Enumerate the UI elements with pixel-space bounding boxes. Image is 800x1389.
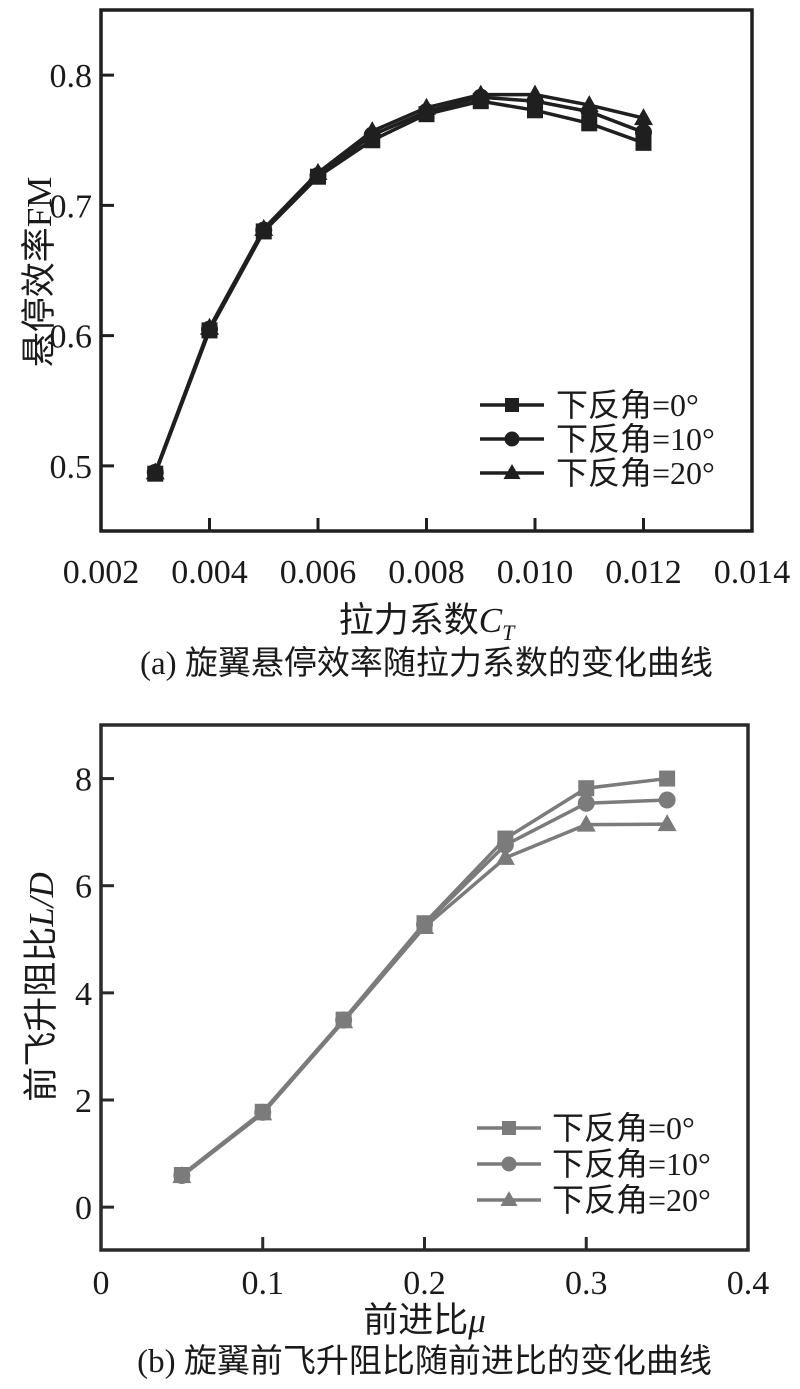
x-tick-label: 0.2 (403, 1265, 446, 1302)
legend-label: 下反角=20° (552, 1182, 711, 1218)
y-axis-title-b-symbol: L/D (22, 872, 61, 927)
data-point-square (659, 770, 676, 787)
data-point-circle (577, 794, 595, 812)
data-point-circle (496, 836, 514, 854)
caption-a: (a) 旋翼悬停效率随拉力系数的变化曲线 (140, 646, 713, 682)
data-point-triangle (634, 108, 653, 126)
x-tick-label: 0.006 (280, 554, 357, 591)
x-axis-a: 0.002 0.004 0.006 0.008 0.010 0.012 0.014 (63, 518, 791, 591)
legend-circle-marker (501, 1156, 517, 1172)
data-point-triangle (471, 84, 491, 102)
x-axis-title-a-text: 拉力系数 (338, 601, 479, 640)
y-tick-label: 0.6 (50, 319, 93, 356)
y-axis-a: 0.5 0.6 0.7 0.8 (50, 58, 114, 486)
data-point-square (581, 115, 598, 132)
x-tick-label: 0.004 (171, 554, 248, 591)
y-tick-label: 0 (75, 1190, 92, 1227)
y-tick-label: 0.7 (50, 188, 93, 225)
x-axis-title-b-symbol: μ (468, 1301, 486, 1340)
data-point-triangle (308, 162, 328, 180)
series-b-2 (172, 814, 677, 1184)
series-line-2 (153, 92, 644, 474)
caption-b: (b) 旋翼前飞升阻比随前进比的变化曲线 (137, 1344, 712, 1380)
x-tick-label: 0.1 (242, 1265, 285, 1302)
y-axis-title-a: 悬停效率FM (16, 12, 64, 532)
y-tick-label: 6 (75, 869, 92, 906)
x-tick-label: 0 (93, 1265, 110, 1302)
x-axis-title-a: 拉力系数CT (101, 592, 752, 645)
x-tick-label: 0.008 (388, 554, 465, 591)
x-tick-label: 0.3 (565, 1265, 608, 1302)
y-tick-label: 0.5 (50, 449, 93, 486)
data-point-triangle (579, 95, 599, 113)
y-axis-title-b-text: 前飞升阻比 (22, 926, 61, 1102)
legend-a: 下反角=0°下反角=10°下反角=20° (480, 387, 715, 491)
legend-square-marker (505, 398, 519, 412)
legend-label: 下反角=0° (552, 1110, 695, 1146)
series-a-2 (145, 84, 653, 480)
legend-triangle-marker (500, 1191, 518, 1206)
data-point-circle (658, 791, 676, 809)
data-point-triangle (576, 814, 596, 832)
x-tick-label: 0.002 (63, 554, 140, 591)
x-axis-title-a-subscript: T (502, 620, 515, 645)
hover-efficiency-chart: 0.002 0.004 0.006 0.008 0.010 0.012 0.0140.50.… (50, 8, 791, 591)
x-axis-title-a-symbol: C (478, 601, 503, 640)
y-axis-title-b: 前飞升阻比L/D (18, 727, 66, 1247)
legend-b: 下反角=0°下反角=10°下反角=20° (477, 1110, 711, 1218)
y-axis-b: 0 2 4 6 8 (75, 762, 114, 1227)
x-tick-label: 0.010 (497, 554, 574, 591)
x-tick-label: 0.4 (727, 1265, 770, 1302)
data-point-triangle (495, 847, 515, 865)
legend-label: 下反角=10° (556, 421, 715, 457)
lift-drag-ratio-chart: 0 0.1 0.2 0.3 0.4 0 2 4 6 8 下反角=0°下反角=10°下反角=20° (75, 723, 770, 1302)
data-point-triangle (525, 84, 545, 102)
x-axis-title-b-text: 前进比 (363, 1301, 469, 1340)
data-point-triangle (334, 1011, 354, 1029)
x-tick-label: 0.012 (605, 554, 682, 591)
y-tick-label: 0.8 (50, 58, 93, 95)
legend-square-marker (502, 1121, 516, 1135)
x-axis-b: 0 0.1 0.2 0.3 0.4 (93, 1237, 770, 1302)
data-point-triangle (362, 121, 382, 139)
y-tick-label: 4 (75, 976, 92, 1013)
x-tick-label: 0.014 (714, 554, 791, 591)
data-point-triangle (145, 462, 165, 480)
data-point-triangle (253, 1103, 273, 1121)
y-tick-label: 2 (75, 1083, 92, 1120)
data-point-square (578, 780, 595, 797)
legend-label: 下反角=0° (556, 387, 699, 423)
data-point-triangle (254, 218, 274, 236)
data-point-triangle (657, 814, 677, 832)
data-point-triangle (417, 97, 436, 115)
legend-circle-marker (504, 431, 520, 447)
legend-label: 下反角=10° (552, 1146, 711, 1182)
data-point-circle (635, 123, 652, 141)
legend-triangle-marker (503, 464, 521, 479)
y-tick-label: 8 (75, 762, 92, 799)
y-axis-title-a-text: 悬停效率FM (20, 176, 59, 368)
data-point-triangle (172, 1166, 192, 1184)
data-point-triangle (415, 916, 434, 934)
data-point-triangle (200, 317, 219, 335)
x-axis-title-b: 前进比μ (101, 1292, 748, 1343)
legend-label: 下反角=20° (556, 455, 715, 491)
